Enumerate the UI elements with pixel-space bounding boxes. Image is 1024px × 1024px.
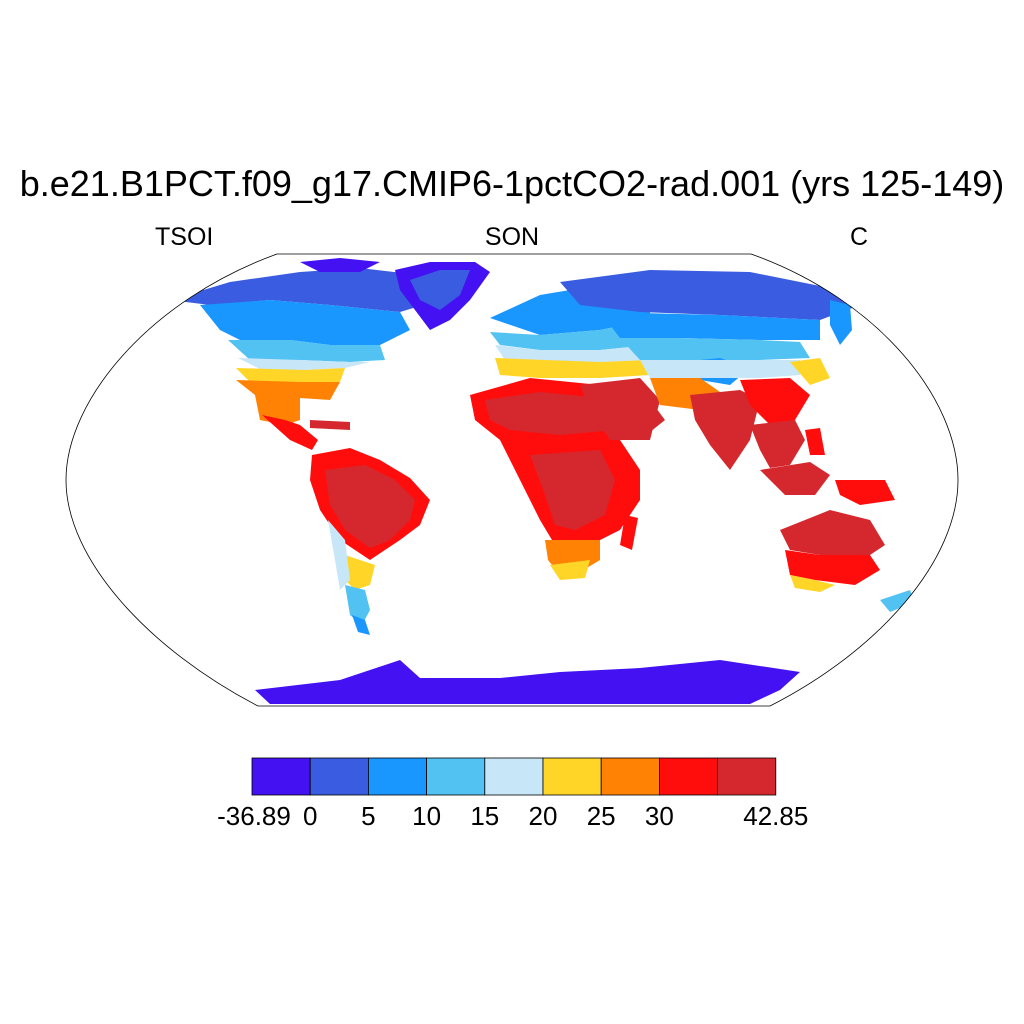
new-guinea <box>835 480 895 505</box>
colorbar-swatch <box>659 757 719 796</box>
north-america-south <box>236 380 340 400</box>
australia-coast <box>790 575 835 592</box>
colorbar-tick-label: 20 <box>528 801 558 831</box>
madagascar <box>620 515 638 550</box>
sumatra-borneo <box>760 462 830 495</box>
siberia-central <box>600 312 820 340</box>
korea-japan <box>790 358 830 385</box>
new-zealand <box>880 590 915 612</box>
australia-north <box>780 510 885 555</box>
colorbar-tick-label: 5 <box>361 801 376 831</box>
patagonia <box>345 585 370 625</box>
colorbar-swatch <box>367 757 427 796</box>
india <box>690 390 760 470</box>
units-label: C <box>850 223 869 251</box>
colorbar-tick-label: 15 <box>470 801 500 831</box>
colorbar <box>251 757 777 796</box>
north-america-arctic <box>170 268 440 312</box>
china-south <box>740 378 810 425</box>
siberia-north <box>560 270 860 320</box>
season-label: SON <box>484 223 540 251</box>
asia-temperate <box>640 360 800 378</box>
variable-label: TSOI <box>155 223 214 251</box>
north-america-temperate <box>238 358 370 370</box>
colorbar-swatch <box>542 757 602 796</box>
land-temperature-field <box>170 258 915 704</box>
map-boundary <box>65 253 959 707</box>
colorbar-tick-label: 0 <box>302 801 318 831</box>
antarctica-interior <box>300 688 760 702</box>
europe-central <box>490 320 650 350</box>
north-america-warm-temperate <box>236 368 345 382</box>
colorbar-tick-label: 10 <box>412 801 442 831</box>
arctic-islands <box>300 258 380 272</box>
north-america-subarctic <box>200 300 410 345</box>
greenland-interior <box>410 270 470 310</box>
africa-core <box>530 450 615 530</box>
caribbean <box>310 420 350 430</box>
map-title: b.e21.B1PCT.f09_g17.CMIP6-1pctCO2-rad.00… <box>19 163 1005 204</box>
colorbar-swatch <box>484 757 544 796</box>
philippines <box>805 428 825 455</box>
south-america-south <box>345 555 375 590</box>
central-america <box>262 415 318 450</box>
south-africa-tip <box>550 560 590 580</box>
europe-south <box>495 345 650 362</box>
colorbar-tick-label: -36.89 <box>217 801 291 831</box>
colorbar-swatch <box>426 757 486 796</box>
north-america-boreal <box>228 340 385 362</box>
asia-mid <box>620 338 810 360</box>
colorbar-tick-label: 30 <box>644 801 674 831</box>
south-america-core <box>325 465 415 548</box>
colorbar-swatch <box>717 757 777 796</box>
colorbar-swatch <box>309 757 369 796</box>
australia-south <box>785 550 880 585</box>
colorbar-tick-label: 42.85 <box>743 801 809 831</box>
south-america-andes <box>328 520 350 590</box>
colorbar-swatch <box>600 757 660 796</box>
colorbar-tick-label: 25 <box>586 801 616 831</box>
kamchatka <box>830 300 852 345</box>
arabia <box>600 400 665 440</box>
southeast-asia <box>750 420 805 468</box>
tierra-del-fuego <box>352 615 370 635</box>
mediterranean <box>495 358 650 378</box>
colorbar-swatch <box>251 757 311 796</box>
